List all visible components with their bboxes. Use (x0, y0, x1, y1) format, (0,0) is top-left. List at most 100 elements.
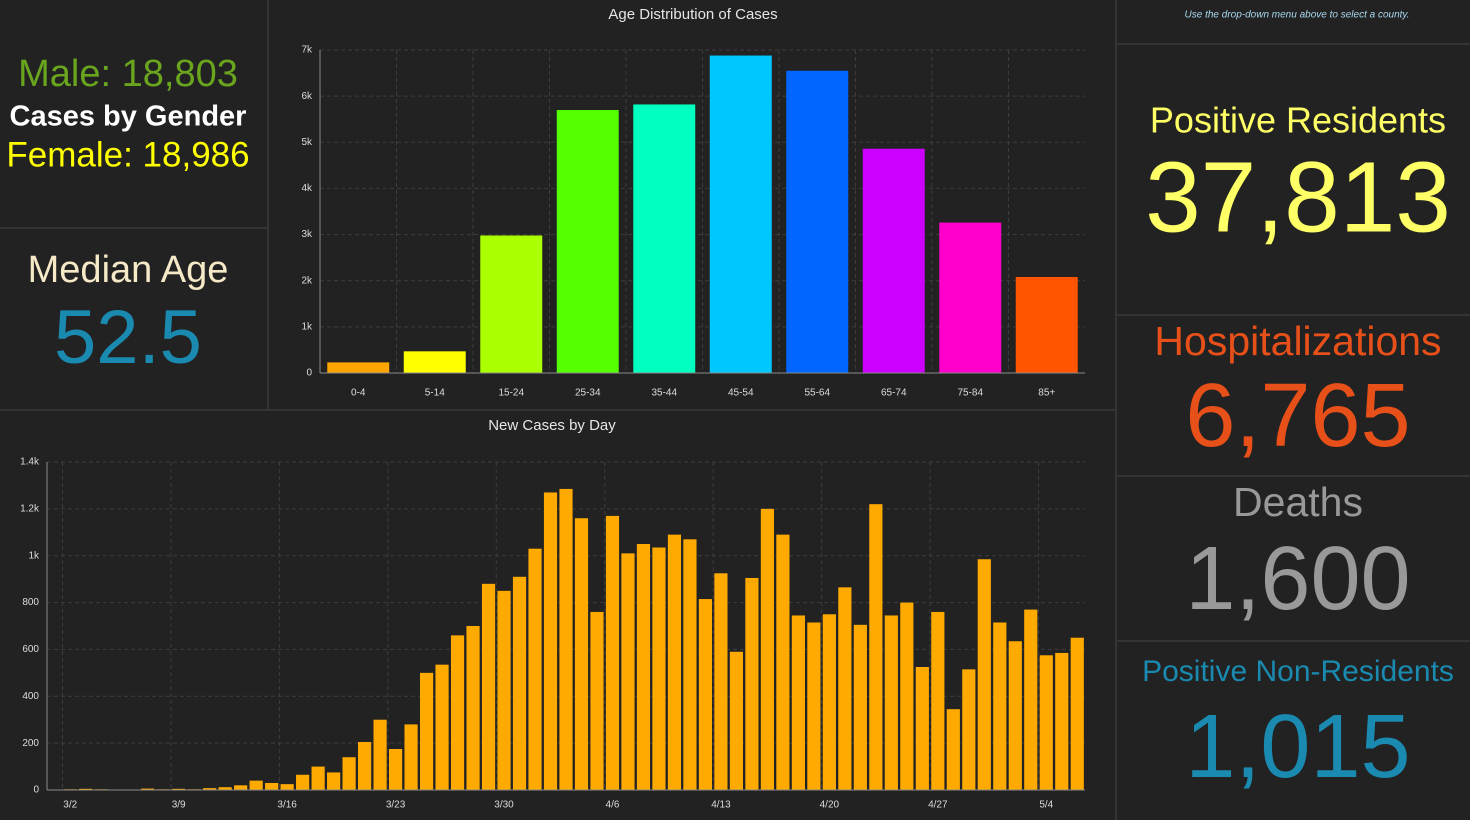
bar (776, 534, 790, 790)
bar (869, 504, 883, 790)
bar (1024, 609, 1038, 790)
bar (559, 488, 573, 790)
y-tick-label: 800 (22, 597, 39, 608)
bar (265, 782, 279, 790)
bar (993, 622, 1007, 790)
bar (807, 622, 821, 790)
y-tick-label: 1.4k (20, 457, 40, 468)
bar (760, 508, 774, 790)
bar (884, 615, 898, 790)
bar (249, 780, 263, 790)
bar (915, 667, 929, 790)
bar (683, 539, 697, 790)
bar (636, 544, 651, 790)
bar (311, 766, 325, 790)
chart-title: Age Distribution of Cases (608, 6, 777, 23)
bar (574, 518, 589, 790)
bar (450, 635, 465, 790)
y-tick-label: 400 (22, 691, 39, 702)
x-tick-label: 45-54 (728, 388, 754, 399)
bar (543, 492, 558, 790)
x-tick-label: 0-4 (351, 388, 366, 399)
bar (280, 784, 294, 790)
median-age-value: 52.5 (54, 295, 202, 380)
bar (786, 70, 849, 373)
y-tick-label: 4k (301, 183, 313, 194)
y-tick-label: 5k (301, 137, 313, 148)
bar (172, 788, 186, 790)
bar (709, 55, 772, 374)
bar (512, 576, 527, 790)
bar (481, 583, 496, 790)
bar (714, 573, 728, 790)
bar (729, 651, 744, 790)
bar (633, 104, 696, 373)
gender-title: Cases by Gender (10, 101, 247, 133)
bar (497, 590, 511, 790)
x-tick-label: 3/23 (386, 800, 406, 811)
y-tick-label: 6k (301, 91, 313, 102)
bar (79, 788, 93, 790)
bar (900, 602, 914, 790)
y-tick-label: 1.2k (20, 503, 40, 514)
bar (652, 547, 666, 790)
x-tick-label: 4/13 (711, 800, 731, 811)
x-tick-label: 65-74 (881, 388, 907, 399)
x-tick-label: 3/16 (277, 800, 297, 811)
x-tick-label: 55-64 (804, 388, 830, 399)
bar (1015, 277, 1078, 373)
bar (862, 148, 925, 373)
y-tick-label: 2k (301, 275, 313, 286)
bar (373, 719, 387, 790)
x-tick-label: 25-34 (575, 388, 601, 399)
bar (853, 624, 867, 790)
bar (403, 351, 466, 373)
indicator-label: Positive Residents (1150, 100, 1446, 141)
x-tick-label: 75-84 (957, 388, 983, 399)
bar (1055, 652, 1069, 790)
chart-title: New Cases by Day (488, 417, 616, 434)
bar (466, 626, 480, 790)
bar (822, 614, 836, 790)
indicator-label: Positive Non-Residents (1142, 655, 1454, 688)
x-tick-label: 3/2 (63, 800, 77, 811)
indicator-value: 6,765 (1185, 366, 1410, 466)
y-tick-label: 7k (301, 45, 313, 56)
x-tick-label: 15-24 (498, 388, 524, 399)
median-age-label: Median Age (28, 249, 229, 291)
male-count: Male: 18,803 (18, 53, 238, 95)
bar (621, 553, 635, 790)
y-tick-label: 0 (306, 368, 312, 379)
y-tick-label: 3k (301, 229, 313, 240)
bar (605, 515, 620, 790)
bar (358, 741, 372, 790)
indicator-label: Deaths (1233, 479, 1363, 525)
x-tick-label: 3/30 (494, 800, 514, 811)
bar (745, 577, 759, 790)
x-tick-label: 3/9 (172, 800, 186, 811)
bar (435, 664, 449, 790)
bar (931, 611, 945, 790)
bar (342, 757, 356, 790)
y-tick-label: 1k (301, 321, 313, 332)
x-tick-label: 35-44 (651, 388, 677, 399)
bar (838, 587, 852, 790)
bar (590, 611, 604, 790)
y-tick-label: 200 (22, 738, 39, 749)
indicator-value: 1,015 (1185, 697, 1410, 797)
x-tick-label: 5-14 (425, 388, 445, 399)
bar (388, 749, 403, 790)
bar (218, 787, 232, 790)
bar (327, 362, 390, 373)
bar (1070, 637, 1084, 790)
indicator-value: 37,813 (1145, 141, 1451, 253)
x-tick-label: 5/4 (1039, 800, 1053, 811)
y-tick-label: 1k (28, 550, 40, 561)
bar (946, 709, 960, 790)
y-tick-label: 0 (33, 785, 39, 796)
bar (480, 235, 543, 373)
bar (939, 222, 1002, 373)
bar (667, 534, 682, 790)
bar (296, 774, 310, 790)
y-tick-label: 600 (22, 644, 39, 655)
